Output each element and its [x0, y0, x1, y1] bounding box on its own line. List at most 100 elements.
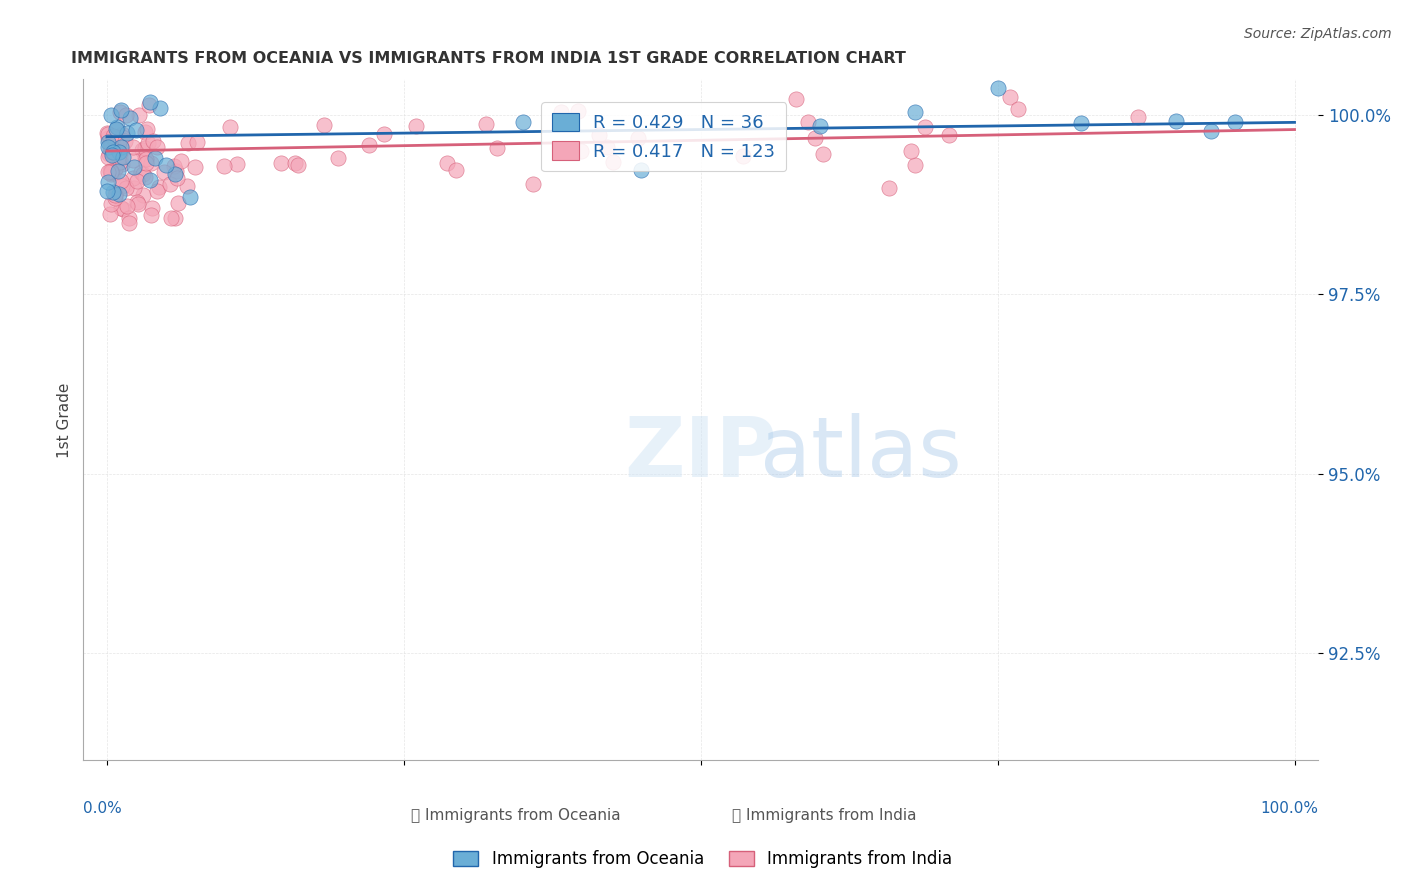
Immigrants from Oceania: [110, 103, 132, 117]
Immigrants from India: [138, 97, 160, 112]
Immigrants from India: [127, 196, 149, 211]
Immigrants from Oceania: [179, 190, 201, 204]
Immigrants from Oceania: [1223, 115, 1246, 129]
Immigrants from India: [103, 131, 125, 145]
Text: 100.0%: 100.0%: [1260, 801, 1319, 816]
Immigrants from Oceania: [139, 173, 162, 187]
Immigrants from India: [141, 155, 163, 169]
Immigrants from India: [111, 202, 134, 217]
Immigrants from Oceania: [100, 108, 122, 122]
Immigrants from India: [153, 165, 176, 179]
Immigrants from India: [877, 180, 900, 194]
Immigrants from India: [131, 144, 153, 158]
Immigrants from India: [105, 123, 128, 137]
Immigrants from Oceania: [100, 147, 122, 161]
Immigrants from Oceania: [808, 120, 831, 134]
Immigrants from India: [142, 134, 165, 148]
Immigrants from India: [111, 130, 134, 145]
Immigrants from Oceania: [117, 126, 139, 140]
Immigrants from India: [100, 163, 122, 178]
Immigrants from India: [145, 184, 167, 198]
Immigrants from India: [105, 129, 128, 144]
Immigrants from India: [111, 179, 134, 194]
Immigrants from India: [160, 211, 183, 225]
Immigrants from India: [287, 158, 309, 172]
Immigrants from India: [134, 125, 156, 139]
Immigrants from Oceania: [163, 167, 186, 181]
Immigrants from India: [100, 146, 122, 161]
Legend: Immigrants from Oceania, Immigrants from India: Immigrants from Oceania, Immigrants from…: [447, 844, 959, 875]
Immigrants from India: [1007, 102, 1029, 116]
Immigrants from India: [97, 128, 120, 142]
Text: ⬜ Immigrants from India: ⬜ Immigrants from India: [733, 808, 917, 823]
Immigrants from India: [405, 120, 427, 134]
Text: Source: ZipAtlas.com: Source: ZipAtlas.com: [1244, 27, 1392, 41]
Immigrants from India: [104, 161, 127, 176]
Immigrants from Oceania: [118, 111, 141, 125]
Immigrants from Oceania: [143, 151, 166, 165]
Immigrants from India: [162, 159, 184, 173]
Immigrants from India: [97, 165, 120, 179]
Immigrants from India: [270, 156, 292, 170]
Immigrants from India: [627, 131, 650, 145]
Immigrants from India: [1128, 110, 1150, 124]
Immigrants from India: [486, 141, 509, 155]
Immigrants from India: [110, 201, 132, 215]
Immigrants from India: [436, 156, 458, 170]
Immigrants from India: [134, 141, 156, 155]
Immigrants from India: [588, 128, 610, 142]
Immigrants from India: [100, 164, 122, 178]
Immigrants from India: [804, 131, 827, 145]
Immigrants from Oceania: [1201, 124, 1223, 138]
Immigrants from Oceania: [987, 81, 1010, 95]
Immigrants from India: [101, 145, 124, 159]
Immigrants from India: [184, 160, 207, 174]
Immigrants from India: [104, 138, 127, 153]
Immigrants from India: [100, 206, 122, 220]
Immigrants from India: [163, 211, 186, 225]
Immigrants from India: [359, 137, 381, 152]
Immigrants from India: [97, 150, 120, 164]
Text: ZIP: ZIP: [624, 413, 778, 494]
Immigrants from Oceania: [122, 160, 145, 174]
Immigrants from India: [176, 179, 198, 194]
Immigrants from India: [219, 120, 242, 135]
Immigrants from India: [134, 152, 156, 166]
Immigrants from India: [312, 118, 335, 132]
Immigrants from India: [900, 144, 922, 158]
Immigrants from India: [100, 196, 122, 211]
Immigrants from India: [117, 199, 139, 213]
Immigrants from India: [118, 211, 141, 225]
Immigrants from Oceania: [107, 163, 129, 178]
Immigrants from India: [170, 153, 193, 168]
Immigrants from India: [904, 158, 927, 172]
Immigrants from Oceania: [104, 121, 127, 136]
Immigrants from India: [797, 115, 820, 129]
Text: IMMIGRANTS FROM OCEANIA VS IMMIGRANTS FROM INDIA 1ST GRADE CORRELATION CHART: IMMIGRANTS FROM OCEANIA VS IMMIGRANTS FR…: [70, 51, 905, 66]
Immigrants from India: [132, 168, 155, 182]
Immigrants from India: [104, 188, 127, 202]
Immigrants from Oceania: [108, 145, 131, 159]
Immigrants from India: [475, 117, 498, 131]
Immigrants from India: [121, 153, 143, 168]
Immigrants from India: [186, 135, 208, 149]
Immigrants from India: [114, 178, 136, 192]
Immigrants from Oceania: [630, 163, 652, 178]
Immigrants from Oceania: [110, 140, 132, 154]
Immigrants from India: [136, 136, 159, 150]
Immigrants from Oceania: [101, 145, 124, 159]
Immigrants from India: [118, 216, 141, 230]
Immigrants from Oceania: [97, 140, 120, 154]
Immigrants from India: [108, 150, 131, 164]
Immigrants from India: [122, 181, 145, 195]
Immigrants from India: [129, 164, 152, 178]
Immigrants from India: [914, 120, 936, 134]
Immigrants from India: [128, 108, 150, 122]
Immigrants from India: [114, 135, 136, 149]
Immigrants from India: [145, 139, 167, 153]
Immigrants from India: [595, 139, 617, 153]
Immigrants from India: [121, 171, 143, 186]
Immigrants from India: [165, 164, 187, 178]
Immigrants from India: [104, 185, 127, 199]
Immigrants from India: [176, 136, 198, 150]
